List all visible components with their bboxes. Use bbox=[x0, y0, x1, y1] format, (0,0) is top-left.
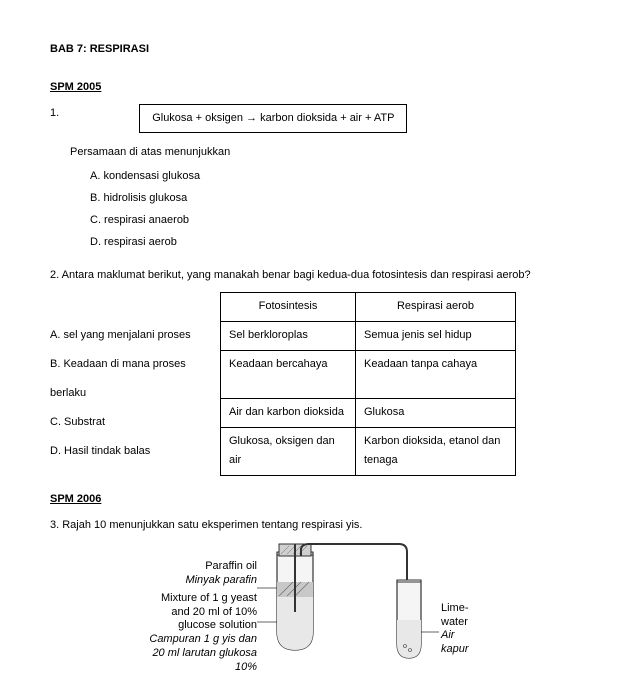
equation-box: Glukosa + oksigen → karbon dioksida + ai… bbox=[139, 104, 407, 134]
label-mix-ms1: Campuran 1 g yis dan bbox=[149, 633, 257, 645]
q2-th-1: Fotosintesis bbox=[221, 293, 356, 322]
q2-left-labels: A. sel yang menjalani proses B. Keadaan … bbox=[50, 292, 220, 466]
label-mix-ms2: 20 ml larutan glukosa 10% bbox=[152, 647, 257, 673]
year-heading-2006: SPM 2006 bbox=[50, 490, 588, 510]
label-mix-en2: and 20 ml of 10% bbox=[171, 606, 257, 618]
q2-left-spacer bbox=[50, 292, 220, 321]
q2-r4c2: Karbon dioksida, etanol dan tenaga bbox=[356, 427, 516, 476]
q2-left-c: C. Substrat bbox=[50, 408, 220, 437]
label-limewater: Lime- water Air kapur bbox=[441, 602, 469, 657]
q1-stem: Persamaan di atas menunjukkan bbox=[70, 143, 588, 163]
q1-option-a: A. kondensasi glukosa bbox=[90, 167, 588, 187]
label-lime-ms1: Air bbox=[441, 629, 454, 641]
q2-r4c1: Glukosa, oksigen dan air bbox=[221, 427, 356, 476]
label-mix-en1: Mixture of 1 g yeast bbox=[161, 592, 257, 604]
q2-grid: A. sel yang menjalani proses B. Keadaan … bbox=[50, 292, 588, 476]
q2-r1c2: Semua jenis sel hidup bbox=[356, 321, 516, 350]
q2-th-2: Respirasi aerob bbox=[356, 293, 516, 322]
q1-option-c: C. respirasi anaerob bbox=[90, 211, 588, 231]
table-row: Sel berkloroplas Semua jenis sel hidup bbox=[221, 321, 516, 350]
q2-left-b1: B. Keadaan di mana proses bbox=[50, 350, 220, 379]
question-1-row: 1. Glukosa + oksigen → karbon dioksida +… bbox=[50, 104, 588, 134]
q2-r2c2: Keadaan tanpa cahaya bbox=[356, 350, 516, 398]
label-paraffin: Paraffin oil Minyak parafin bbox=[149, 560, 257, 588]
year-heading-2005: SPM 2005 bbox=[50, 78, 588, 98]
experiment-diagram: Paraffin oil Minyak parafin Mixture of 1… bbox=[149, 542, 489, 672]
diagram-wrap: Paraffin oil Minyak parafin Mixture of 1… bbox=[50, 542, 588, 672]
q2-left-b2: berlaku bbox=[50, 379, 220, 408]
q2-r3c1: Air dan karbon dioksida bbox=[221, 398, 356, 427]
q1-number: 1. bbox=[50, 104, 59, 124]
q2-r3c2: Glukosa bbox=[356, 398, 516, 427]
table-row: Keadaan bercahaya Keadaan tanpa cahaya bbox=[221, 350, 516, 398]
table-row: Fotosintesis Respirasi aerob bbox=[221, 293, 516, 322]
table-row: Air dan karbon dioksida Glukosa bbox=[221, 398, 516, 427]
q1-option-b: B. hidrolisis glukosa bbox=[90, 189, 588, 209]
q2-r2c1: Keadaan bercahaya bbox=[221, 350, 356, 398]
label-mix-en3: glucose solution bbox=[178, 619, 257, 631]
chapter-title: BAB 7: RESPIRASI bbox=[50, 40, 588, 60]
label-lime-ms2: kapur bbox=[441, 643, 469, 655]
q3-text: 3. Rajah 10 menunjukkan satu eksperimen … bbox=[50, 516, 588, 536]
label-lime-en2: water bbox=[441, 616, 468, 628]
q2-text: 2. Antara maklumat berikut, yang manakah… bbox=[50, 266, 588, 286]
table-row: Glukosa, oksigen dan air Karbon dioksida… bbox=[221, 427, 516, 476]
label-mixture: Mixture of 1 g yeast and 20 ml of 10% gl… bbox=[131, 592, 257, 675]
q1-option-d: D. respirasi aerob bbox=[90, 233, 588, 253]
label-paraffin-ms: Minyak parafin bbox=[185, 574, 257, 586]
label-lime-en1: Lime- bbox=[441, 602, 469, 614]
label-paraffin-en: Paraffin oil bbox=[205, 560, 257, 572]
q2-left-a: A. sel yang menjalani proses bbox=[50, 321, 220, 350]
q2-r1c1: Sel berkloroplas bbox=[221, 321, 356, 350]
q2-left-d: D. Hasil tindak balas bbox=[50, 437, 220, 466]
q2-table: Fotosintesis Respirasi aerob Sel berklor… bbox=[220, 292, 516, 476]
